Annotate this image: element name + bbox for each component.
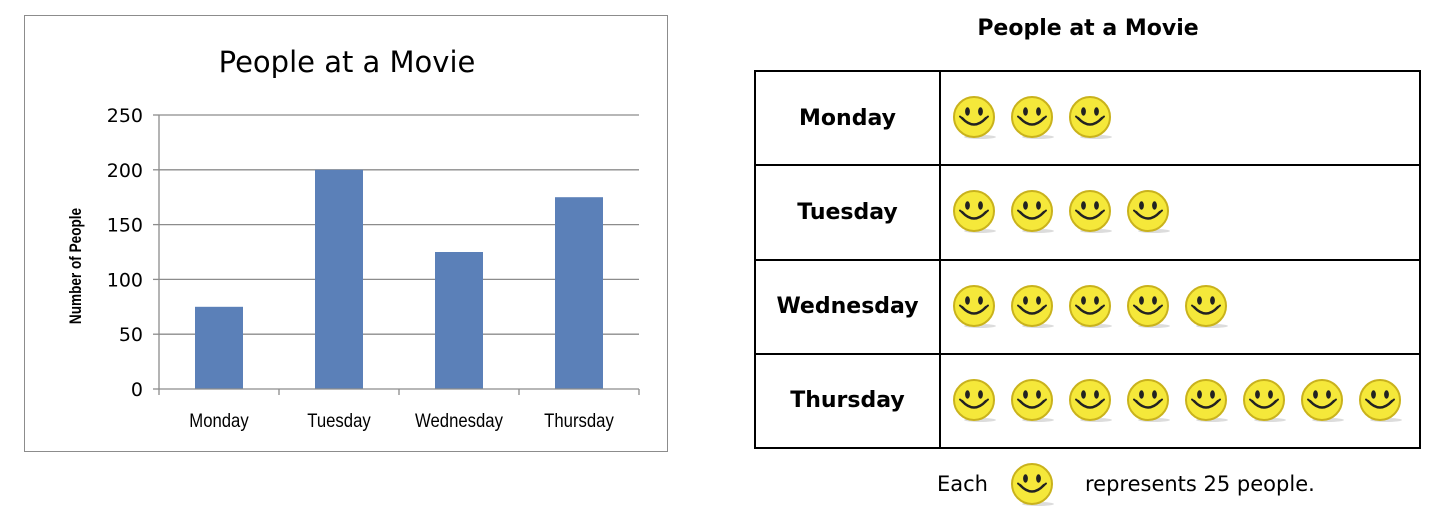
y-tick-labels: 0 50 100 150 200 250	[107, 105, 143, 401]
smiley-face-icon	[950, 93, 1000, 143]
smiley-face-icon	[950, 282, 1000, 332]
pictograph-row-tuesday: Tuesday	[754, 164, 1421, 261]
y-tick-label: 200	[107, 160, 143, 182]
smiley-face-icon	[1008, 460, 1058, 510]
smiley-face-icon	[1298, 376, 1348, 426]
pictograph-row-thursday: Thursday	[754, 352, 1421, 450]
bar-monday	[195, 306, 243, 389]
key-suffix: represents 25 people.	[1085, 472, 1315, 496]
y-tick-label: 0	[131, 379, 143, 401]
smiley-face-icon	[1008, 93, 1058, 143]
x-tick-label: Tuesday	[307, 410, 370, 431]
bar-thursday	[555, 197, 603, 389]
day-label: Tuesday	[754, 164, 941, 261]
smiley-face-icon	[1066, 187, 1116, 237]
y-axis-label: Number of People	[67, 207, 86, 324]
icon-cell	[939, 164, 1421, 261]
bar-chart: People at a Movie Number of People 0 50 10…	[24, 15, 668, 452]
smiley-face-icon	[1124, 187, 1174, 237]
smiley-face-icon	[1008, 376, 1058, 426]
y-tick-label: 150	[107, 215, 143, 237]
pictograph-row-wednesday: Wednesday	[754, 258, 1421, 355]
smiley-face-icon	[1124, 376, 1174, 426]
x-tick-label: Thursday	[544, 410, 614, 431]
bars	[195, 169, 603, 389]
day-label: Thursday	[754, 352, 941, 450]
smiley-face-icon	[950, 376, 1000, 426]
smiley-face-icon	[1240, 376, 1290, 426]
icon-cell	[939, 352, 1421, 450]
smiley-face-icon	[1182, 282, 1232, 332]
smiley-face-icon	[1124, 282, 1174, 332]
smiley-face-icon	[1066, 282, 1116, 332]
bar-wednesday	[435, 252, 483, 389]
bar-tuesday	[315, 169, 363, 389]
smiley-face-icon	[1066, 93, 1116, 143]
smiley-face-icon	[1008, 187, 1058, 237]
smiley-face-icon	[950, 187, 1000, 237]
icon-cell	[939, 69, 1421, 167]
smiley-face-icon	[1182, 376, 1232, 426]
y-tick-label: 50	[119, 324, 143, 346]
key-prefix: Each	[937, 472, 988, 496]
x-tick-label: Monday	[189, 410, 248, 431]
y-tick-label: 100	[107, 269, 143, 291]
axes	[153, 114, 640, 395]
day-label: Wednesday	[754, 258, 941, 355]
pictograph-table: Monday Tuesday Wednesday Thursday	[754, 69, 1421, 450]
icon-cell	[939, 258, 1421, 355]
x-tick-label: Wednesday	[415, 410, 503, 431]
pictograph: People at a Movie Monday Tuesday Wednesday…	[754, 14, 1422, 506]
smiley-face-icon	[1066, 376, 1116, 426]
smiley-face-icon	[1008, 282, 1058, 332]
pictograph-title: People at a Movie	[977, 16, 1199, 41]
bar-chart-canvas: People at a Movie Number of People 0 50 10…	[67, 45, 640, 431]
x-tick-labels: Monday Tuesday Wednesday Thursday	[189, 410, 614, 431]
y-tick-label: 250	[107, 105, 143, 127]
pictograph-row-monday: Monday	[754, 69, 1421, 167]
pictograph-key: Each represents 25 people.	[754, 460, 1422, 510]
chart-title: People at a Movie	[219, 45, 476, 79]
smiley-face-icon	[1356, 376, 1406, 426]
day-label: Monday	[754, 69, 941, 167]
